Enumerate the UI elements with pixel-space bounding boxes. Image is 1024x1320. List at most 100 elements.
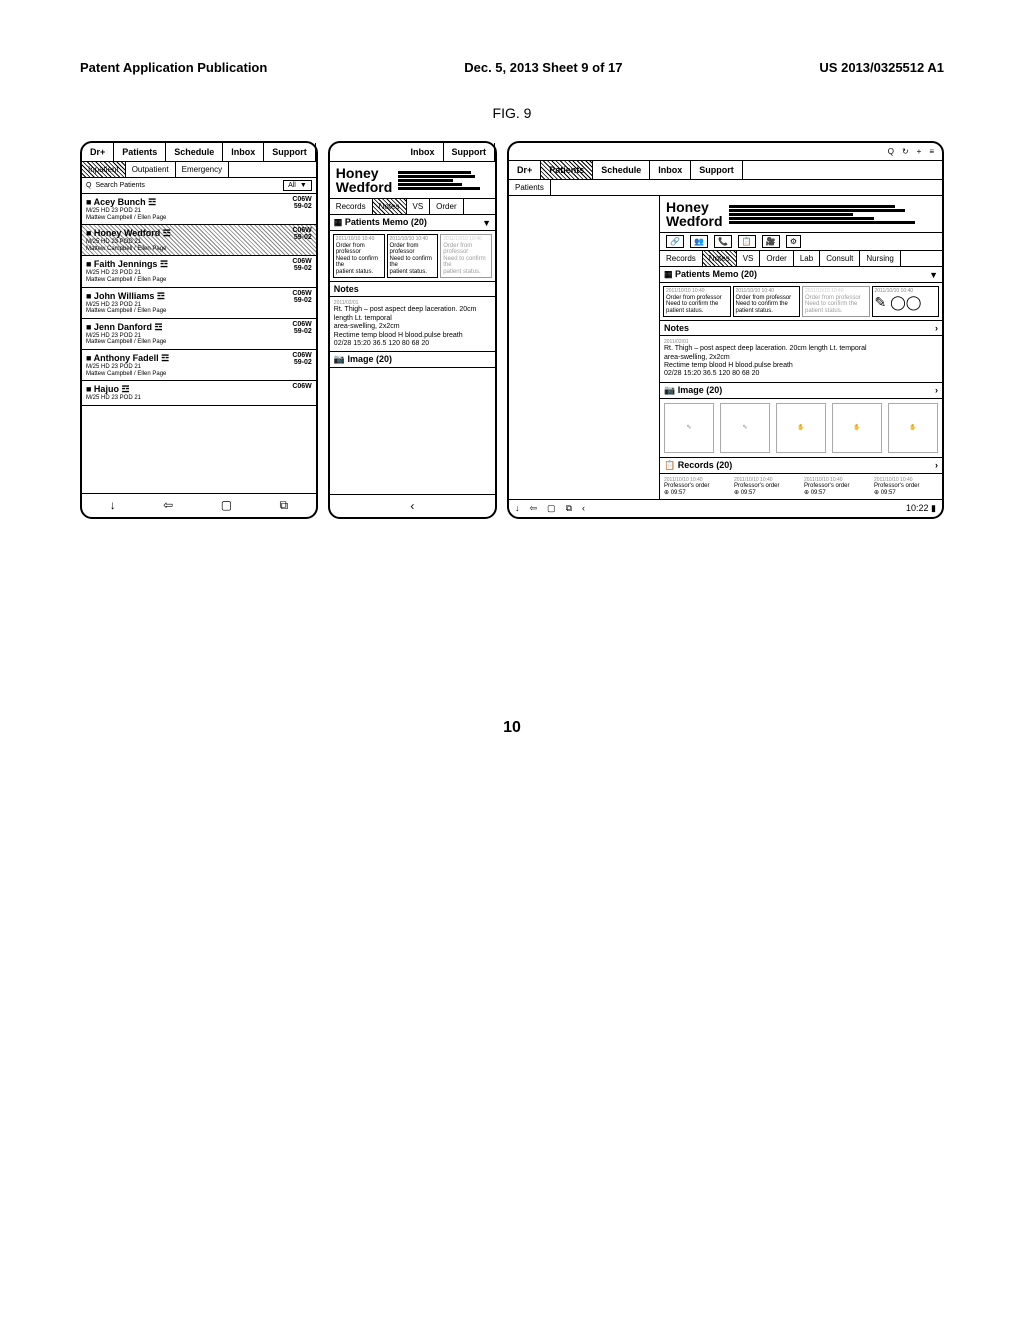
search-placeholder[interactable]: Search Patients: [95, 182, 279, 189]
refresh-icon[interactable]: ↻: [902, 147, 909, 156]
records-header[interactable]: 📋 Records (20) ›: [660, 458, 942, 474]
patient-card[interactable]: ■ Jenn Danford ☲M/25 HD 23 POD 21Mattew …: [82, 319, 316, 350]
gear-icon[interactable]: ⚙: [786, 235, 801, 248]
phone-icon[interactable]: 📞: [714, 235, 732, 248]
nav-inbox[interactable]: Inbox: [223, 143, 264, 161]
notes-body: 2011/02/01 Rt. Thigh – post aspect deep …: [330, 297, 495, 352]
nav-support[interactable]: Support: [691, 161, 743, 179]
add-icon[interactable]: +: [917, 147, 922, 156]
memo-card[interactable]: 2011/10/10 10:40Order from professorNeed…: [387, 234, 439, 278]
filter-dropdown[interactable]: All ▼: [283, 180, 312, 191]
camera-icon[interactable]: 🎥: [762, 235, 780, 248]
tab-order[interactable]: Order: [430, 199, 463, 214]
record-item[interactable]: 2011/10/10 10:40Professor's order⊕ 09:57: [874, 477, 938, 496]
sketch-thumb[interactable]: ✋: [888, 403, 938, 453]
tab-records[interactable]: Records: [330, 199, 373, 214]
notes-header[interactable]: Notes: [330, 282, 495, 297]
home-icon[interactable]: ⇦: [163, 498, 173, 513]
tab-records[interactable]: Records: [660, 251, 703, 266]
patient-doctors: Mattew Campbell / Ellen Page: [86, 277, 312, 284]
nav-inbox[interactable]: Inbox: [650, 161, 691, 179]
record-item[interactable]: 2011/10/10 10:40Professor's order⊕ 09:57: [804, 477, 868, 496]
room-tag: C06W59-02: [292, 321, 311, 335]
patient-card[interactable]: ■ Anthony Fadell ☲M/25 HD 23 POD 21Matte…: [82, 350, 316, 381]
patient-card[interactable]: ■ Hajuo ☲M/25 HD 23 POD 21C06W: [82, 381, 316, 406]
patient-info: M/25 HD 23 POD 21: [86, 364, 312, 371]
sub-tabs: Inpatient Outpatient Emergency: [82, 162, 316, 178]
caret-left-icon[interactable]: ‹: [582, 503, 585, 514]
tab-inpatient[interactable]: Inpatient: [82, 162, 126, 177]
menu-icon[interactable]: ≡: [929, 147, 934, 156]
home-icon[interactable]: ⇦: [530, 503, 538, 514]
nav-patients[interactable]: Patients: [114, 143, 166, 161]
patient-card[interactable]: ■ John Williams ☲M/25 HD 23 POD 21Mattew…: [82, 288, 316, 319]
memo-card[interactable]: 2011/10/10 10:40Order from professorNeed…: [440, 234, 492, 278]
sketch-thumb[interactable]: ✎: [720, 403, 770, 453]
notes-header[interactable]: Notes ›: [660, 321, 942, 336]
search-icon[interactable]: Q: [86, 182, 91, 189]
tab-consult[interactable]: Consult: [820, 251, 860, 266]
clipboard-icon[interactable]: 📋: [738, 235, 756, 248]
tablet-right: Honey Wedford 🔗 👥 📞 📋 �: [660, 196, 942, 499]
brand[interactable]: Dr+: [509, 161, 541, 179]
summary-bars: [398, 171, 489, 190]
tab-notes[interactable]: Notes: [703, 251, 737, 266]
memo-header[interactable]: ▦ Patients Memo (20) ▼: [660, 267, 942, 283]
nav-patients[interactable]: Patients: [541, 161, 593, 179]
publication-header: Patent Application Publication Dec. 5, 2…: [80, 60, 944, 75]
patient-info: M/25 HD 23 POD 21: [86, 302, 312, 309]
memo-header[interactable]: ▦ Patients Memo (20) ▼: [330, 215, 495, 231]
sketch-thumb[interactable]: ✋: [776, 403, 826, 453]
tab-vs[interactable]: VS: [737, 251, 761, 266]
main-nav: Inbox Support: [330, 143, 495, 162]
tab-emergency[interactable]: Emergency: [176, 162, 229, 177]
multi-icon[interactable]: ⧉: [279, 498, 288, 513]
caret-left-icon[interactable]: ‹: [410, 499, 414, 513]
patient-first: Honey: [666, 200, 723, 214]
tab-notes[interactable]: Notes: [373, 199, 407, 214]
record-item[interactable]: 2011/10/10 10:40Professor's order⊕ 09:57: [664, 477, 728, 496]
tab-patients-sub[interactable]: Patients: [509, 180, 551, 195]
patient-card[interactable]: ■ Honey Wedford ☲M/25 HD 23 POD 21Mattew…: [82, 225, 316, 256]
image-header[interactable]: 📷 Image (20) ›: [660, 383, 942, 399]
back-icon[interactable]: ↓: [110, 498, 116, 513]
recent-icon[interactable]: ▢: [221, 498, 232, 513]
memo-text: Order from professorNeed to confirm thep…: [443, 243, 489, 276]
patient-card[interactable]: ■ Faith Jennings ☲M/25 HD 23 POD 21Matte…: [82, 256, 316, 287]
room-tag: C06W59-02: [292, 227, 311, 241]
nav-schedule[interactable]: Schedule: [166, 143, 223, 161]
main-nav: Dr+ Patients Schedule Inbox Support: [82, 143, 316, 162]
patient-first: Honey: [336, 166, 393, 180]
people-icon[interactable]: 👥: [690, 235, 708, 248]
link-icon[interactable]: 🔗: [666, 235, 684, 248]
tab-order[interactable]: Order: [760, 251, 793, 266]
memo-text: Order from professorNeed to confirm thep…: [390, 243, 436, 276]
nav-inbox[interactable]: Inbox: [403, 143, 444, 161]
memo-card[interactable]: 2011/10/10 10:40Order from professorNeed…: [663, 286, 731, 317]
patient-card[interactable]: ■ Acey Bunch ☲M/25 HD 23 POD 21Mattew Ca…: [82, 194, 316, 225]
sketch-thumb[interactable]: ✎: [664, 403, 714, 453]
record-item[interactable]: 2011/10/10 10:40Professor's order⊕ 09:57: [734, 477, 798, 496]
image-header[interactable]: 📷 Image (20): [330, 352, 495, 368]
patient-doctors: Mattew Campbell / Ellen Page: [86, 371, 312, 378]
sketch-thumb[interactable]: ✋: [832, 403, 882, 453]
multi-icon[interactable]: ⧉: [566, 503, 572, 514]
nav-support[interactable]: Support: [264, 143, 316, 161]
search-icon[interactable]: Q: [888, 147, 894, 156]
phone-patient-detail: Inbox Support Honey Wedford Records Note…: [328, 141, 497, 519]
tab-outpatient[interactable]: Outpatient: [126, 162, 176, 177]
tab-vs[interactable]: VS: [407, 199, 431, 214]
header-right: US 2013/0325512 A1: [819, 60, 944, 75]
back-icon[interactable]: ↓: [515, 503, 520, 514]
brand[interactable]: Dr+: [82, 143, 114, 161]
memo-card[interactable]: 2011/10/10 10:40Order from professorNeed…: [802, 286, 870, 317]
nav-schedule[interactable]: Schedule: [593, 161, 650, 179]
tab-nursing[interactable]: Nursing: [860, 251, 901, 266]
recent-icon[interactable]: ▢: [547, 503, 556, 514]
memo-card[interactable]: 2011/10/10 10:40Order from professorNeed…: [733, 286, 801, 317]
tab-lab[interactable]: Lab: [794, 251, 820, 266]
nav-support[interactable]: Support: [444, 143, 496, 161]
memo-sketch[interactable]: 2011/10/10 10:40✎ ◯◯: [872, 286, 940, 317]
memo-card[interactable]: 2011/10/10 10:40Order from professorNeed…: [333, 234, 385, 278]
chevron-down-icon: ▼: [929, 270, 938, 280]
